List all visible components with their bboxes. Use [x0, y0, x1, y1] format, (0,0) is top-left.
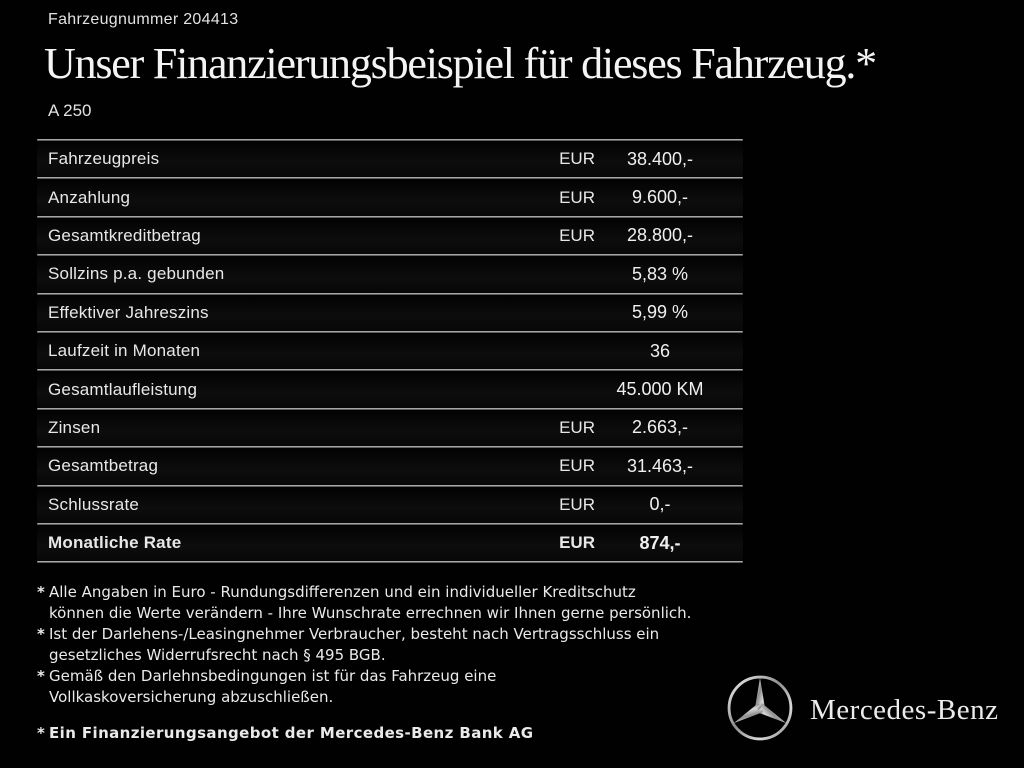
- table-row: Sollzins p.a. gebunden 5,83 %: [37, 254, 743, 293]
- row-label: Monatliche Rate: [48, 533, 182, 553]
- footnote: * Gemäß den Darlehnsbedingungen ist für …: [37, 666, 743, 708]
- footnote-line: Ein Finanzierungsangebot der Mercedes-Be…: [49, 724, 534, 742]
- row-label: Gesamtbetrag: [48, 456, 159, 476]
- mercedes-star-icon: [727, 675, 793, 741]
- asterisk-marker: *: [37, 724, 46, 742]
- row-separator: [37, 522, 743, 525]
- vehicle-model: A 250: [48, 101, 92, 120]
- vehicle-number: Fahrzeugnummer 204413: [48, 11, 239, 28]
- brand-area: Mercedes-Benz: [726, 672, 1006, 744]
- row-separator: [37, 177, 743, 180]
- row-value: 36: [649, 340, 671, 361]
- row-value: 31.463,-: [626, 455, 694, 476]
- table-row: Zinsen EUR 2.663,-: [37, 407, 743, 447]
- row-label: Schlussrate: [48, 494, 140, 514]
- table-row: Gesamtkreditbetrag EUR 28.800,-: [37, 215, 743, 255]
- brand-wordmark: Mercedes-Benz: [810, 694, 999, 726]
- row-currency-label: EUR: [559, 494, 595, 514]
- row-separator: [37, 215, 743, 218]
- row-separator: [37, 139, 743, 141]
- table-row: Monatliche Rate EUR 874,-: [37, 522, 743, 562]
- footnote-line: Ist der Darlehens-/Leasingnehmer Verbrau…: [49, 625, 660, 643]
- page-title: Unser Finanzierungsbeispiel für dieses F…: [44, 39, 877, 88]
- row-value: 45.000 KM: [616, 379, 704, 400]
- row-value: 5,99 %: [631, 302, 689, 323]
- footnote-line: Alle Angaben in Euro - Rundungsdifferenz…: [49, 583, 636, 601]
- table-row: Laufzeit in Monaten 36: [37, 330, 743, 370]
- row-value: 874,-: [639, 532, 681, 553]
- footnote-line: Gemäß den Darlehnsbedingungen ist für da…: [49, 667, 497, 685]
- row-label: Fahrzeugpreis: [48, 149, 160, 169]
- footnote-text: Alle Angaben in Euro - Rundungsdifferenz…: [49, 582, 691, 624]
- row-currency-label: EUR: [559, 225, 595, 245]
- table-row: Schlussrate EUR 0,-: [37, 484, 743, 523]
- row-separator: [37, 407, 743, 410]
- table-row: Gesamtlaufleistung 45.000 KM: [37, 369, 743, 408]
- row-value: 28.800,-: [626, 225, 694, 246]
- table-row: Gesamtbetrag EUR 31.463,-: [37, 446, 743, 485]
- asterisk-marker: *: [37, 583, 45, 601]
- row-label: Gesamtkreditbetrag: [48, 225, 201, 245]
- row-value: 2.663,-: [631, 417, 689, 438]
- footnotes: * Alle Angaben in Euro - Rundungsdiffere…: [37, 582, 743, 744]
- footnote-line: gesetzliches Widerrufsrecht nach § 495 B…: [49, 646, 386, 664]
- row-separator: [37, 292, 743, 295]
- row-label: Effektiver Jahreszins: [48, 302, 209, 322]
- row-currency-label: EUR: [559, 456, 595, 476]
- row-value: 5,83 %: [631, 263, 689, 284]
- row-label: Zinsen: [48, 417, 101, 437]
- row-currency-label: EUR: [559, 187, 595, 207]
- footnote-line: können die Werte verändern - Ihre Wunsch…: [49, 604, 692, 622]
- footnote: * Ist der Darlehens-/Leasingnehmer Verbr…: [37, 624, 743, 666]
- footnote-text: Ist der Darlehens-/Leasingnehmer Verbrau…: [49, 624, 659, 666]
- table-bottom-separator: [37, 561, 743, 564]
- footnote-text: Gemäß den Darlehnsbedingungen ist für da…: [49, 666, 496, 708]
- footnote-text: Ein Finanzierungsangebot der Mercedes-Be…: [49, 723, 534, 744]
- row-label: Gesamtlaufleistung: [48, 379, 198, 399]
- row-value: 38.400,-: [626, 148, 694, 169]
- row-separator: [37, 254, 743, 257]
- asterisk-marker: *: [37, 667, 45, 685]
- row-separator: [37, 446, 743, 449]
- row-label: Laufzeit in Monaten: [48, 341, 201, 361]
- table-row: Fahrzeugpreis EUR 38.400,-: [37, 139, 743, 178]
- footnote-line: Vollkaskoversicherung abzuschließen.: [49, 688, 334, 706]
- row-label: Anzahlung: [48, 187, 131, 207]
- footnote: * Alle Angaben in Euro - Rundungsdiffere…: [37, 582, 743, 624]
- row-separator: [37, 330, 743, 333]
- row-label: Sollzins p.a. gebunden: [48, 264, 225, 284]
- asterisk-marker: *: [37, 625, 45, 643]
- row-value: 9.600,-: [631, 187, 689, 208]
- footnote: * Ein Finanzierungsangebot der Mercedes-…: [37, 723, 743, 744]
- table-row: Anzahlung EUR 9.600,-: [37, 177, 743, 216]
- row-currency-label: EUR: [559, 417, 595, 437]
- row-separator: [37, 369, 743, 372]
- row-separator: [37, 484, 743, 487]
- table-row: Effektiver Jahreszins 5,99 %: [37, 292, 743, 331]
- row-currency-label: EUR: [559, 533, 595, 553]
- row-currency-label: EUR: [559, 149, 595, 169]
- row-value: 0,-: [649, 494, 671, 515]
- finance-table: Fahrzeugpreis EUR 38.400,- Anzahlung EUR…: [37, 139, 743, 564]
